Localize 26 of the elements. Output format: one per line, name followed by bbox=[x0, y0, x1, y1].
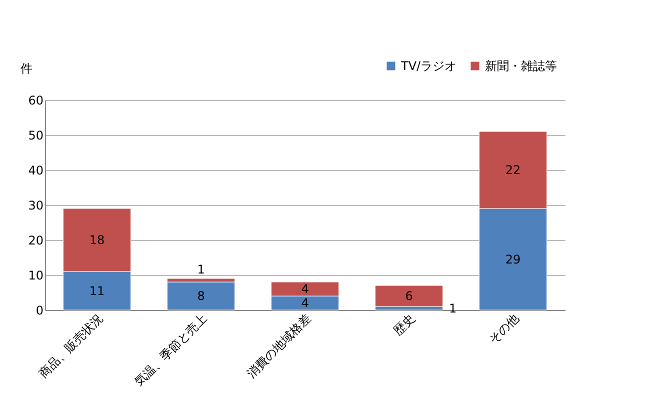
bar bbox=[374, 285, 444, 307]
data-label: 11 bbox=[89, 284, 105, 298]
data-label: 4 bbox=[301, 282, 309, 296]
x-tick-label: 歴史 bbox=[390, 311, 418, 338]
x-tick-label: 気温、季節と売上 bbox=[132, 311, 210, 389]
data-label: 1 bbox=[197, 262, 205, 276]
data-label: 6 bbox=[405, 289, 413, 303]
y-tick-label: 60 bbox=[28, 94, 44, 108]
legend-label: TV/ラジオ bbox=[400, 59, 457, 73]
y-tick-label: 10 bbox=[28, 268, 44, 282]
y-tick-label: 30 bbox=[28, 198, 44, 212]
data-label: 18 bbox=[89, 233, 105, 247]
y-tick-label: 40 bbox=[28, 164, 44, 178]
data-label: 29 bbox=[505, 252, 521, 266]
y-tick-label: 0 bbox=[36, 304, 44, 318]
x-tick-label: 消費の地域格差 bbox=[244, 311, 314, 380]
x-tick-label: その他 bbox=[486, 311, 522, 346]
data-label: 22 bbox=[505, 163, 521, 177]
data-label: 1 bbox=[449, 301, 457, 316]
data-label: 8 bbox=[197, 289, 205, 303]
data-label: 4 bbox=[301, 296, 309, 310]
legend-label: 新聞・雑誌等 bbox=[485, 59, 557, 73]
y-tick-label: 50 bbox=[28, 128, 44, 142]
bar bbox=[166, 282, 236, 310]
y-axis-title: 件 bbox=[20, 62, 32, 76]
y-tick-label: 20 bbox=[28, 234, 44, 248]
